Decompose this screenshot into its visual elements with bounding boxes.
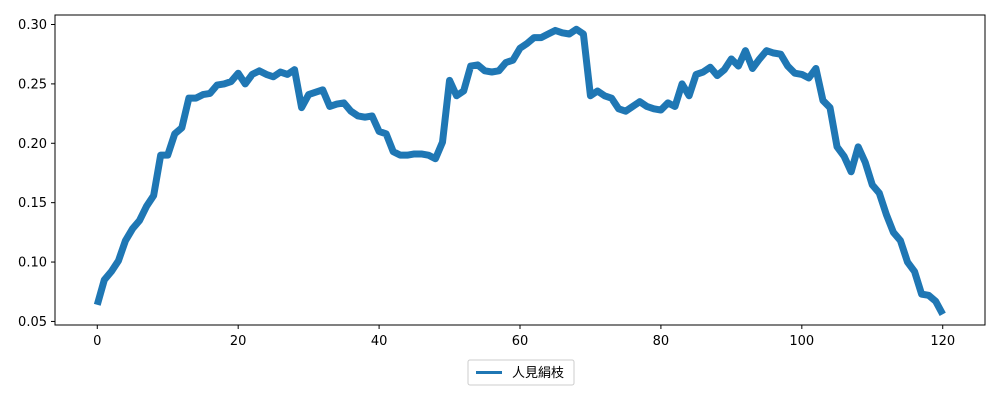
legend-label: 人見絹枝 — [512, 366, 564, 381]
x-tick-label: 20 — [230, 334, 247, 349]
x-tick-label: 0 — [93, 334, 101, 349]
y-tick-label: 0.30 — [18, 18, 47, 33]
y-tick-label: 0.05 — [18, 315, 47, 330]
x-tick-label: 40 — [371, 334, 388, 349]
legend-frame — [467, 359, 575, 386]
x-tick-label: 60 — [512, 334, 529, 349]
series-layer — [93, 25, 946, 316]
plot-frame — [54, 14, 986, 326]
y-tick-label: 0.10 — [18, 256, 47, 271]
series-line — [93, 25, 946, 316]
x-tick-label: 80 — [653, 334, 670, 349]
x-tick-label: 120 — [930, 334, 955, 349]
x-axis: 0 20 40 60 80 100 120 — [93, 325, 955, 349]
y-axis: 0.05 0.10 0.15 0.20 0.25 0.30 — [18, 18, 55, 330]
x-tick-label: 100 — [789, 334, 814, 349]
y-tick-label: 0.15 — [18, 196, 47, 211]
y-tick-label: 0.25 — [18, 77, 47, 92]
y-tick-label: 0.20 — [18, 137, 47, 152]
legend: 人見絹枝 — [467, 359, 575, 386]
